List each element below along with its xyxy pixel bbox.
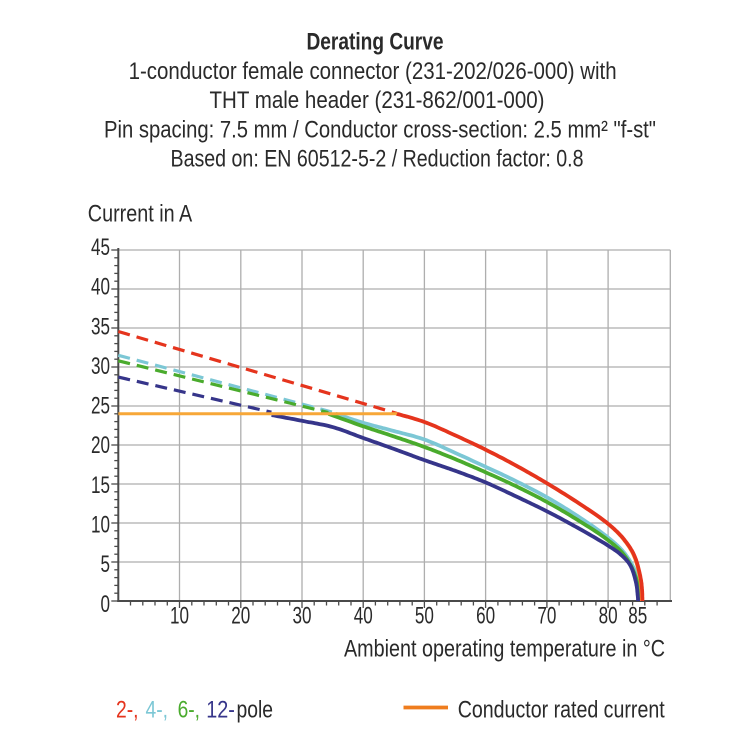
svg-text:10: 10 — [91, 512, 110, 539]
svg-text:4-,: 4-, — [146, 697, 169, 724]
svg-text:80: 80 — [599, 603, 618, 630]
svg-text:35: 35 — [91, 313, 110, 340]
svg-text:50: 50 — [415, 603, 434, 630]
svg-text:Current in A: Current in A — [88, 200, 192, 227]
svg-text:30: 30 — [292, 603, 311, 630]
svg-text:60: 60 — [476, 603, 495, 630]
svg-text:THT male header (231-862/001-0: THT male header (231-862/001-000) — [210, 87, 545, 114]
svg-text:70: 70 — [537, 603, 556, 630]
svg-text:0: 0 — [101, 591, 111, 618]
svg-text:10: 10 — [170, 603, 189, 630]
svg-text:40: 40 — [354, 603, 373, 630]
svg-text:15: 15 — [91, 472, 110, 499]
svg-text:Ambient operating temperature: Ambient operating temperature in °C — [344, 635, 665, 662]
svg-text:20: 20 — [91, 432, 110, 459]
svg-text:Pin spacing: 7.5 mm / Conducto: Pin spacing: 7.5 mm / Conductor cross-se… — [104, 116, 656, 143]
svg-text:30: 30 — [91, 353, 110, 380]
svg-text:20: 20 — [231, 603, 250, 630]
svg-text:85: 85 — [628, 603, 647, 630]
svg-text:5: 5 — [101, 551, 111, 578]
svg-text:40: 40 — [91, 274, 110, 301]
svg-text:Derating Curve: Derating Curve — [307, 28, 444, 55]
svg-text:1-conductor female connector (: 1-conductor female connector (231-202/02… — [129, 58, 617, 85]
svg-text:Based on: EN 60512-5-2 / Reduc: Based on: EN 60512-5-2 / Reduction facto… — [171, 146, 584, 173]
svg-text:25: 25 — [91, 393, 110, 420]
svg-text:12-: 12- — [206, 697, 235, 724]
svg-text:Conductor rated current: Conductor rated current — [458, 697, 665, 724]
svg-text:2-,: 2-, — [116, 697, 139, 724]
svg-text:45: 45 — [91, 234, 110, 261]
svg-text:6-,: 6-, — [178, 697, 200, 724]
svg-text:pole: pole — [237, 697, 274, 724]
